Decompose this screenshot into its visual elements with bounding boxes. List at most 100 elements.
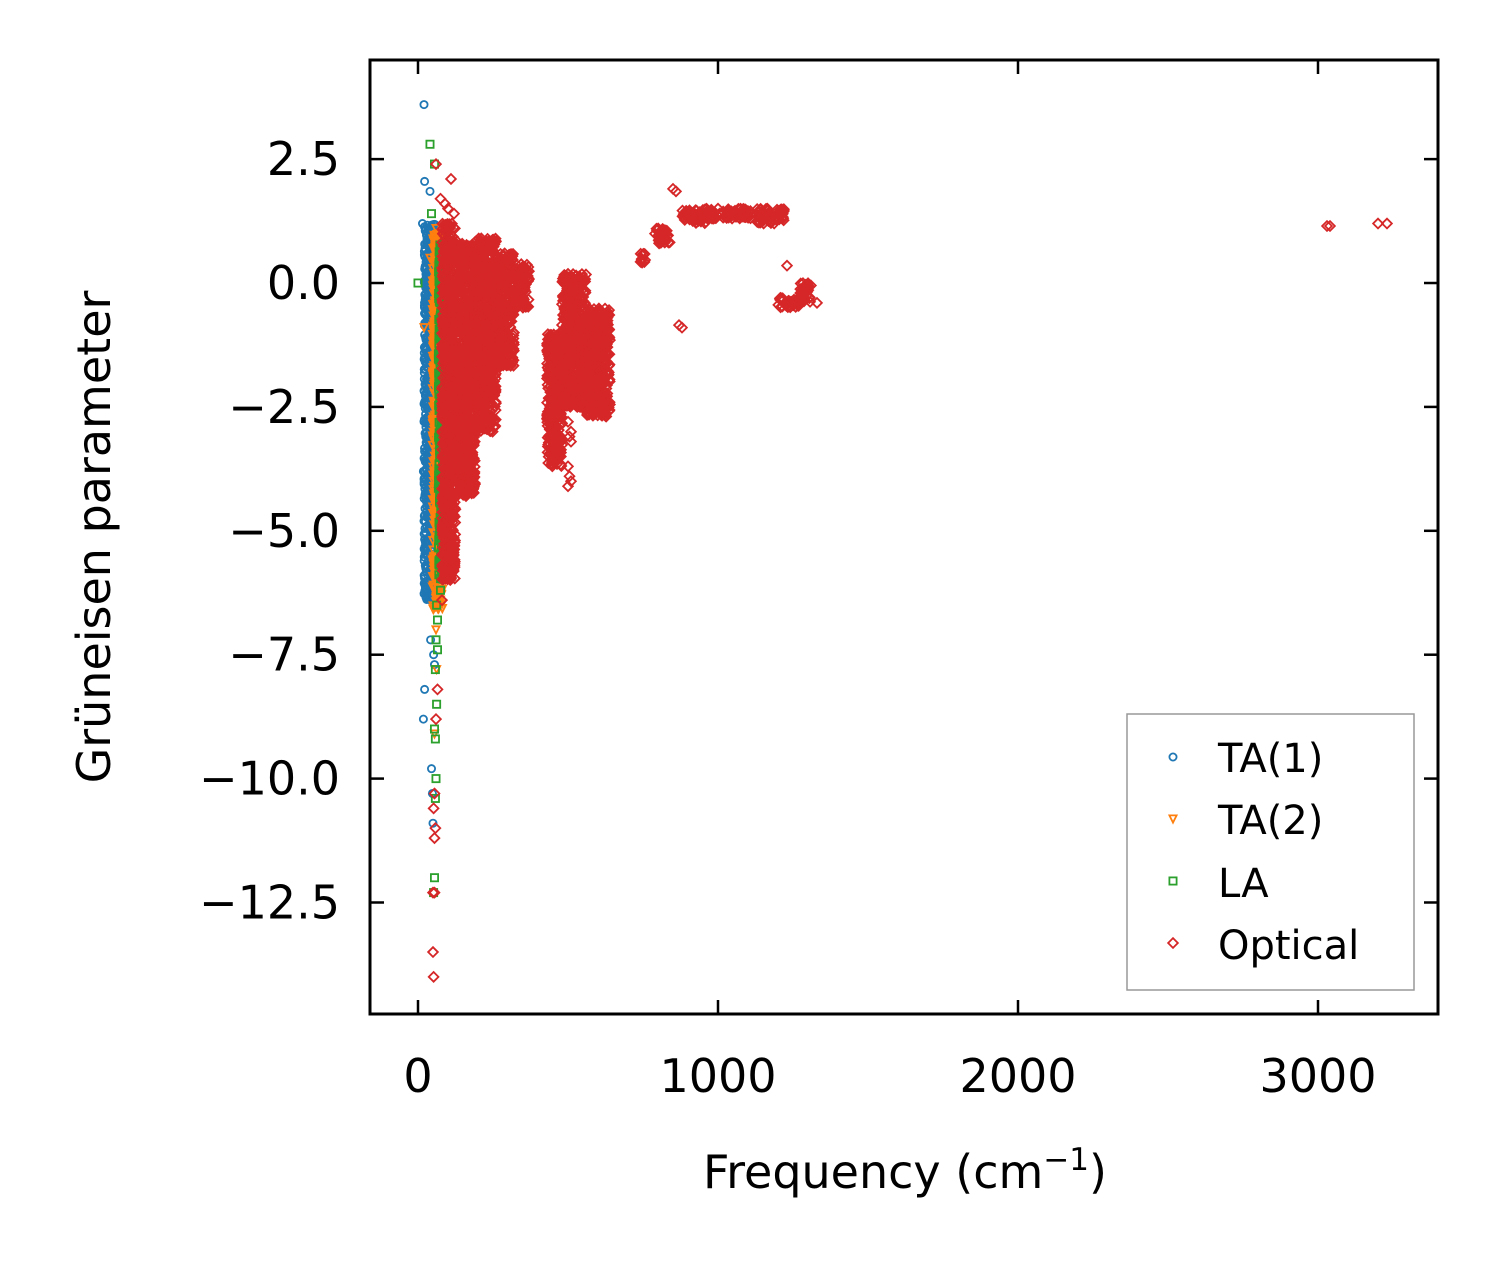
data-point	[436, 482, 449, 495]
data-point	[455, 254, 469, 267]
series-optical	[426, 157, 1394, 983]
data-point	[443, 339, 456, 352]
data-point	[555, 416, 569, 430]
data-point	[507, 326, 521, 339]
data-point	[469, 235, 482, 248]
data-point	[453, 363, 466, 376]
data-point	[430, 665, 440, 675]
data-point	[446, 505, 459, 519]
data-point	[549, 443, 563, 457]
data-point	[546, 427, 560, 440]
data-point	[522, 265, 536, 278]
data-point	[515, 276, 529, 290]
data-point	[424, 253, 436, 264]
data-point	[439, 572, 452, 585]
data-point	[439, 435, 452, 448]
data-point	[438, 336, 452, 350]
data-point	[439, 304, 452, 317]
data-point	[493, 356, 506, 369]
data-point	[474, 234, 487, 247]
data-point	[489, 383, 502, 396]
data-point	[516, 286, 529, 299]
data-point	[457, 341, 470, 354]
data-point	[442, 229, 455, 242]
data-point	[439, 538, 452, 551]
data-point	[429, 724, 439, 734]
data-point	[438, 514, 451, 527]
data-point	[470, 346, 483, 360]
data-point	[482, 321, 495, 335]
data-point	[504, 359, 517, 372]
data-point	[457, 242, 471, 256]
data-point	[473, 285, 486, 298]
data-point	[438, 565, 451, 579]
data-point	[436, 317, 450, 330]
data-point	[426, 209, 436, 219]
data-point	[454, 303, 467, 317]
data-point	[429, 729, 440, 740]
data-point	[435, 585, 445, 595]
data-point	[469, 277, 482, 290]
data-point	[432, 600, 442, 610]
data-point	[436, 362, 449, 375]
data-point	[419, 477, 429, 487]
data-point	[440, 437, 453, 451]
data-point	[438, 244, 451, 258]
data-point	[470, 265, 483, 278]
data-point	[545, 442, 558, 456]
data-point	[453, 437, 467, 450]
data-point	[435, 548, 449, 562]
data-point	[508, 266, 521, 280]
data-point	[472, 407, 485, 420]
data-point	[436, 522, 449, 535]
data-point	[489, 232, 502, 245]
data-point	[428, 580, 439, 591]
data-point	[463, 410, 476, 423]
data-point	[420, 223, 430, 233]
data-point	[427, 502, 438, 513]
data-point	[490, 293, 503, 306]
data-point	[444, 219, 457, 233]
data-point	[518, 260, 532, 274]
data-point	[499, 337, 513, 350]
data-point	[464, 476, 477, 489]
data-point	[496, 253, 510, 266]
data-point	[421, 422, 431, 432]
data-point	[448, 534, 462, 547]
data-point	[421, 585, 431, 595]
data-point	[420, 176, 430, 186]
data-point	[452, 252, 465, 265]
data-point	[437, 279, 450, 292]
data-point	[463, 439, 476, 452]
data-point	[493, 294, 507, 307]
data-point	[472, 293, 485, 306]
data-point	[431, 635, 441, 645]
data-point	[457, 355, 470, 368]
data-point	[432, 699, 442, 709]
data-point	[430, 625, 442, 636]
data-point	[419, 100, 429, 110]
data-point	[421, 538, 431, 548]
data-point	[432, 615, 442, 625]
data-point	[427, 419, 438, 430]
data-point	[471, 419, 484, 432]
data-point	[544, 330, 557, 343]
data-point	[418, 714, 428, 724]
data-point	[426, 635, 436, 645]
data-point	[451, 316, 465, 329]
data-point	[554, 450, 567, 463]
data-point	[442, 502, 455, 515]
data-point	[429, 232, 440, 243]
data-point	[470, 262, 483, 275]
data-point	[470, 373, 483, 387]
data-point	[485, 396, 498, 410]
data-point	[476, 352, 490, 366]
data-point	[465, 452, 479, 466]
data-point	[456, 480, 469, 494]
data-point	[469, 399, 482, 412]
data-point	[486, 237, 499, 250]
data-point	[543, 414, 557, 427]
data-point	[543, 429, 557, 443]
data-point	[479, 400, 492, 413]
